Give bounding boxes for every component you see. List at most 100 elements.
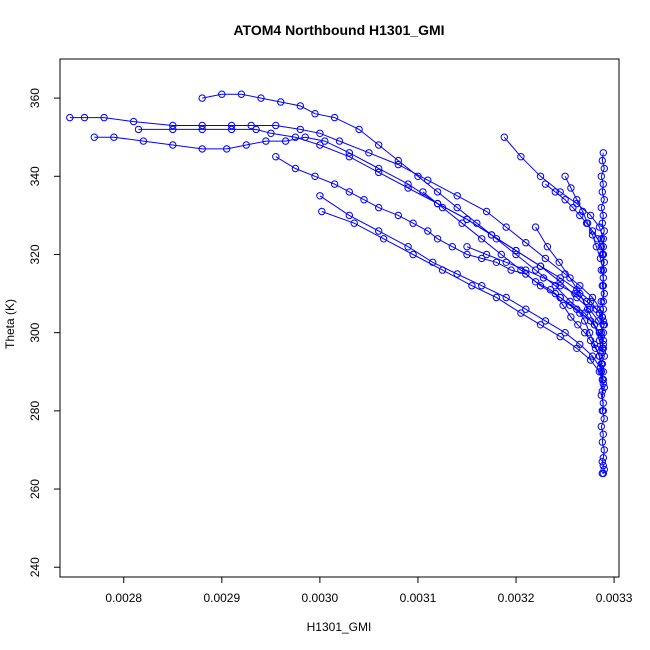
series-line: [138, 128, 604, 325]
data-point: [599, 430, 607, 438]
data-point: [291, 133, 300, 141]
data-point: [598, 375, 606, 384]
data-point: [600, 196, 608, 204]
data-point: [424, 227, 432, 235]
x-tick-label: 0.0028: [105, 591, 142, 605]
data-point: [597, 360, 605, 368]
data-point: [517, 153, 525, 161]
data-point: [586, 211, 595, 220]
series-line: [545, 183, 604, 255]
data-point: [600, 258, 608, 266]
data-point: [588, 227, 597, 235]
data-point: [597, 266, 605, 274]
data-point: [223, 145, 231, 153]
data-point: [429, 258, 437, 266]
data-point: [581, 329, 589, 337]
data-point: [316, 192, 324, 200]
data-point: [345, 149, 353, 157]
data-point: [438, 266, 447, 274]
data-point: [574, 321, 582, 329]
data-point: [375, 203, 383, 212]
data-point: [453, 203, 461, 212]
data-point: [277, 98, 285, 106]
y-tick-label: 280: [28, 401, 42, 421]
data-point: [598, 250, 606, 259]
data-point: [593, 235, 602, 243]
data-point: [581, 317, 589, 325]
data-point: [582, 297, 591, 306]
data-point: [597, 203, 605, 212]
data-point: [590, 321, 599, 329]
data-point: [573, 305, 581, 313]
data-point: [599, 454, 607, 462]
data-point: [596, 305, 605, 313]
data-point: [600, 383, 608, 392]
data-point: [335, 137, 344, 145]
data-point: [272, 153, 280, 161]
data-point: [597, 332, 605, 341]
data-point: [567, 184, 575, 192]
data-point: [531, 223, 540, 231]
data-point: [597, 297, 605, 306]
data-point: [596, 254, 605, 263]
x-tick-label: 0.0029: [203, 591, 240, 605]
data-point: [599, 340, 607, 349]
data-point: [600, 227, 608, 235]
data-point: [355, 125, 363, 134]
data-point: [198, 145, 206, 153]
data-point: [512, 250, 520, 259]
chart-title: ATOM4 Northbound H1301_GMI: [233, 22, 444, 38]
data-point: [500, 133, 508, 141]
data-point: [463, 243, 471, 251]
data-point: [281, 137, 290, 145]
series-line: [275, 156, 604, 411]
data-point: [598, 219, 606, 227]
x-tick-label: 0.0032: [498, 591, 535, 605]
data-point: [598, 188, 606, 196]
data-point: [468, 282, 476, 290]
data-point: [586, 297, 595, 306]
data-point: [365, 149, 373, 157]
data-point: [330, 113, 339, 122]
data-point: [541, 317, 550, 325]
data-point: [169, 125, 177, 134]
data-point: [556, 188, 564, 196]
data-point: [478, 235, 486, 243]
data-point: [583, 219, 592, 227]
data-point: [597, 235, 605, 243]
data-point: [595, 368, 604, 376]
data-point: [599, 305, 607, 313]
data-points: [66, 90, 608, 478]
data-point: [296, 102, 304, 110]
y-axis: 240 260 280 300 320 340 360: [28, 88, 61, 577]
data-point: [539, 274, 548, 282]
data-point: [394, 156, 402, 165]
data-point: [517, 309, 525, 317]
data-point: [595, 352, 604, 360]
x-tick-label: 0.0031: [400, 591, 437, 605]
data-point: [522, 266, 530, 274]
data-point: [512, 246, 520, 255]
data-point: [478, 282, 486, 290]
data-point: [566, 274, 574, 282]
data-point: [330, 180, 339, 188]
data-point: [599, 297, 607, 306]
data-point: [585, 329, 594, 337]
data-point: [482, 207, 491, 216]
data-point: [497, 250, 505, 259]
data-point: [360, 196, 368, 204]
data-point: [599, 243, 607, 251]
data-point: [80, 113, 89, 122]
data-point: [586, 336, 595, 345]
data-point: [311, 172, 319, 181]
data-point: [458, 219, 466, 227]
data-point: [100, 113, 108, 122]
data-point: [600, 321, 608, 329]
data-point: [597, 243, 605, 251]
data-point: [556, 332, 564, 341]
data-point: [110, 133, 118, 141]
data-point: [414, 172, 422, 181]
data-point: [316, 129, 324, 138]
data-point: [600, 446, 608, 454]
data-point: [600, 164, 608, 173]
